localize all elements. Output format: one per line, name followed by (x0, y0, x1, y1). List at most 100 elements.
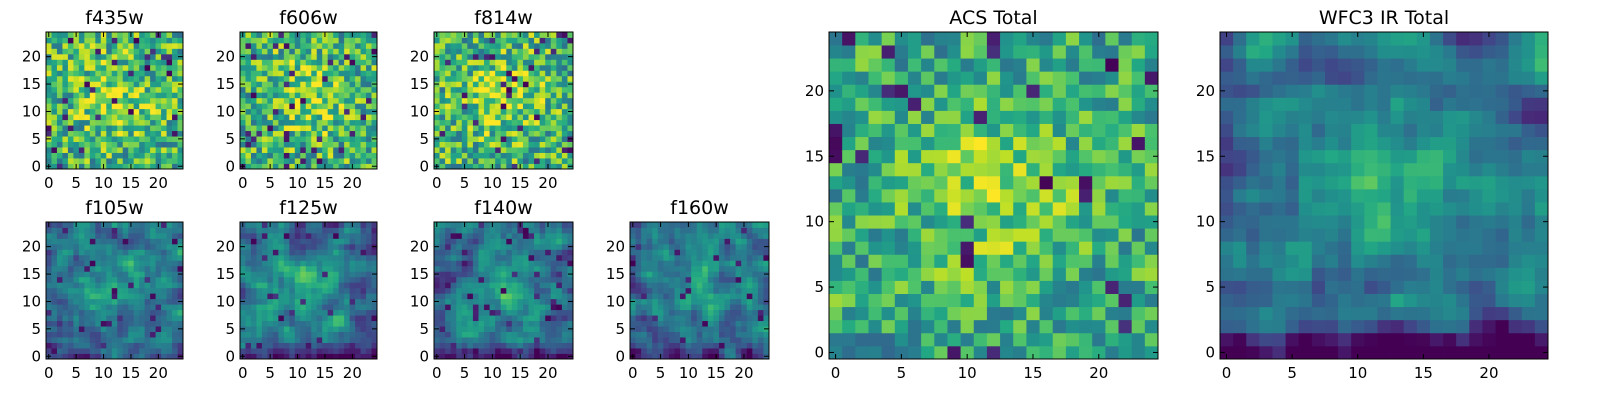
heatmap-cell (561, 331, 568, 338)
heatmap-cell (316, 293, 323, 300)
heatmap-cell (272, 304, 279, 311)
heatmap-cell (439, 103, 446, 110)
heatmap-cell (322, 276, 329, 283)
heatmap-cell (267, 254, 274, 261)
heatmap-cell (267, 158, 274, 164)
heatmap-cell (300, 293, 307, 300)
heatmap-cell (305, 86, 312, 93)
heatmap-cell (528, 238, 535, 245)
heatmap-cell (757, 304, 764, 311)
heatmap-cell (128, 282, 135, 289)
heatmap-cell (117, 114, 124, 121)
heatmap-cell (461, 315, 468, 322)
heatmap-cell (106, 353, 113, 360)
heatmap-cell (691, 304, 698, 311)
heatmap-cell (267, 287, 274, 294)
heatmap-cell (155, 293, 162, 300)
heatmap-cell (1026, 215, 1040, 229)
heatmap-cell (528, 276, 535, 283)
heatmap-cell (245, 158, 252, 164)
heatmap-cell (133, 227, 140, 234)
heatmap-cell (84, 276, 91, 283)
heatmap-cell (752, 222, 759, 228)
heatmap-cell (894, 254, 909, 268)
heatmap-cell (506, 114, 513, 121)
heatmap-cell (150, 70, 156, 77)
heatmap-cell (256, 293, 263, 300)
heatmap-cell (1000, 241, 1014, 255)
heatmap-cell (696, 315, 703, 322)
heatmap-cell (517, 70, 524, 77)
heatmap-cell (746, 309, 753, 316)
heatmap-cell (283, 331, 290, 338)
heatmap-cell (855, 241, 869, 255)
heatmap-cell (322, 92, 329, 99)
heatmap-cell (349, 337, 356, 343)
heatmap-cell (51, 260, 58, 267)
heatmap-cell (333, 32, 340, 38)
heatmap-cell (894, 175, 909, 190)
heatmap-cell (511, 103, 518, 110)
heatmap-cell (67, 271, 74, 278)
heatmap-cell (245, 92, 252, 99)
heatmap-cell (245, 320, 252, 327)
heatmap-cell (62, 304, 69, 311)
heatmap-cell (51, 75, 58, 82)
heatmap-cell (172, 254, 178, 261)
heatmap-cell (256, 158, 263, 164)
heatmap-cell (327, 152, 334, 159)
heatmap-cell (495, 130, 502, 137)
heatmap-cell (646, 337, 653, 343)
heatmap-cell (478, 331, 485, 338)
heatmap-cell (338, 222, 345, 228)
heatmap-cell (495, 32, 502, 38)
heatmap-cell (78, 260, 85, 267)
heatmap-cell (829, 241, 843, 255)
heatmap-cell (139, 249, 146, 256)
heatmap-cell (489, 342, 496, 349)
heatmap-cell (506, 222, 513, 228)
heatmap-cell (868, 162, 883, 177)
heatmap-cell (155, 331, 162, 338)
heatmap-cell (545, 125, 552, 132)
heatmap-cell (668, 293, 675, 300)
heatmap-cell (556, 276, 563, 283)
heatmap-cell (567, 348, 574, 354)
heatmap-cell (344, 114, 350, 121)
heatmap-cell (261, 103, 268, 110)
heatmap-cell (117, 86, 124, 93)
heatmap-cell (680, 331, 686, 338)
heatmap-cell (46, 348, 52, 354)
heatmap-cell (289, 232, 296, 239)
heatmap-cell (278, 130, 285, 137)
heatmap-cell (245, 147, 252, 153)
heatmap-cell (144, 114, 151, 121)
heatmap-cell (106, 243, 113, 250)
heatmap-cell (177, 315, 184, 322)
heatmap-cell (84, 282, 91, 289)
heatmap-cell (139, 147, 146, 153)
heatmap-cell (713, 260, 720, 267)
heatmap-cell (305, 92, 312, 99)
heatmap-cell (829, 149, 843, 164)
heatmap-cell (360, 53, 367, 60)
heatmap-cell (522, 163, 529, 170)
heatmap-cell (663, 271, 670, 278)
heatmap-cell (1052, 241, 1067, 255)
heatmap-cell (371, 59, 378, 66)
heatmap-cell (484, 276, 490, 283)
heatmap-cell (316, 125, 323, 132)
heatmap-cell (360, 331, 367, 338)
heatmap-cell (166, 309, 173, 316)
heatmap-cell (522, 37, 529, 44)
heatmap-cell (305, 136, 312, 142)
y-tick-label: 0 (31, 157, 41, 175)
heatmap-cell (718, 342, 725, 349)
heatmap-cell (256, 125, 263, 132)
heatmap-cell (333, 103, 340, 110)
heatmap-cell (934, 280, 948, 294)
heatmap-cell (78, 86, 85, 93)
heatmap-cell (456, 64, 463, 71)
heatmap-cell (500, 75, 507, 82)
